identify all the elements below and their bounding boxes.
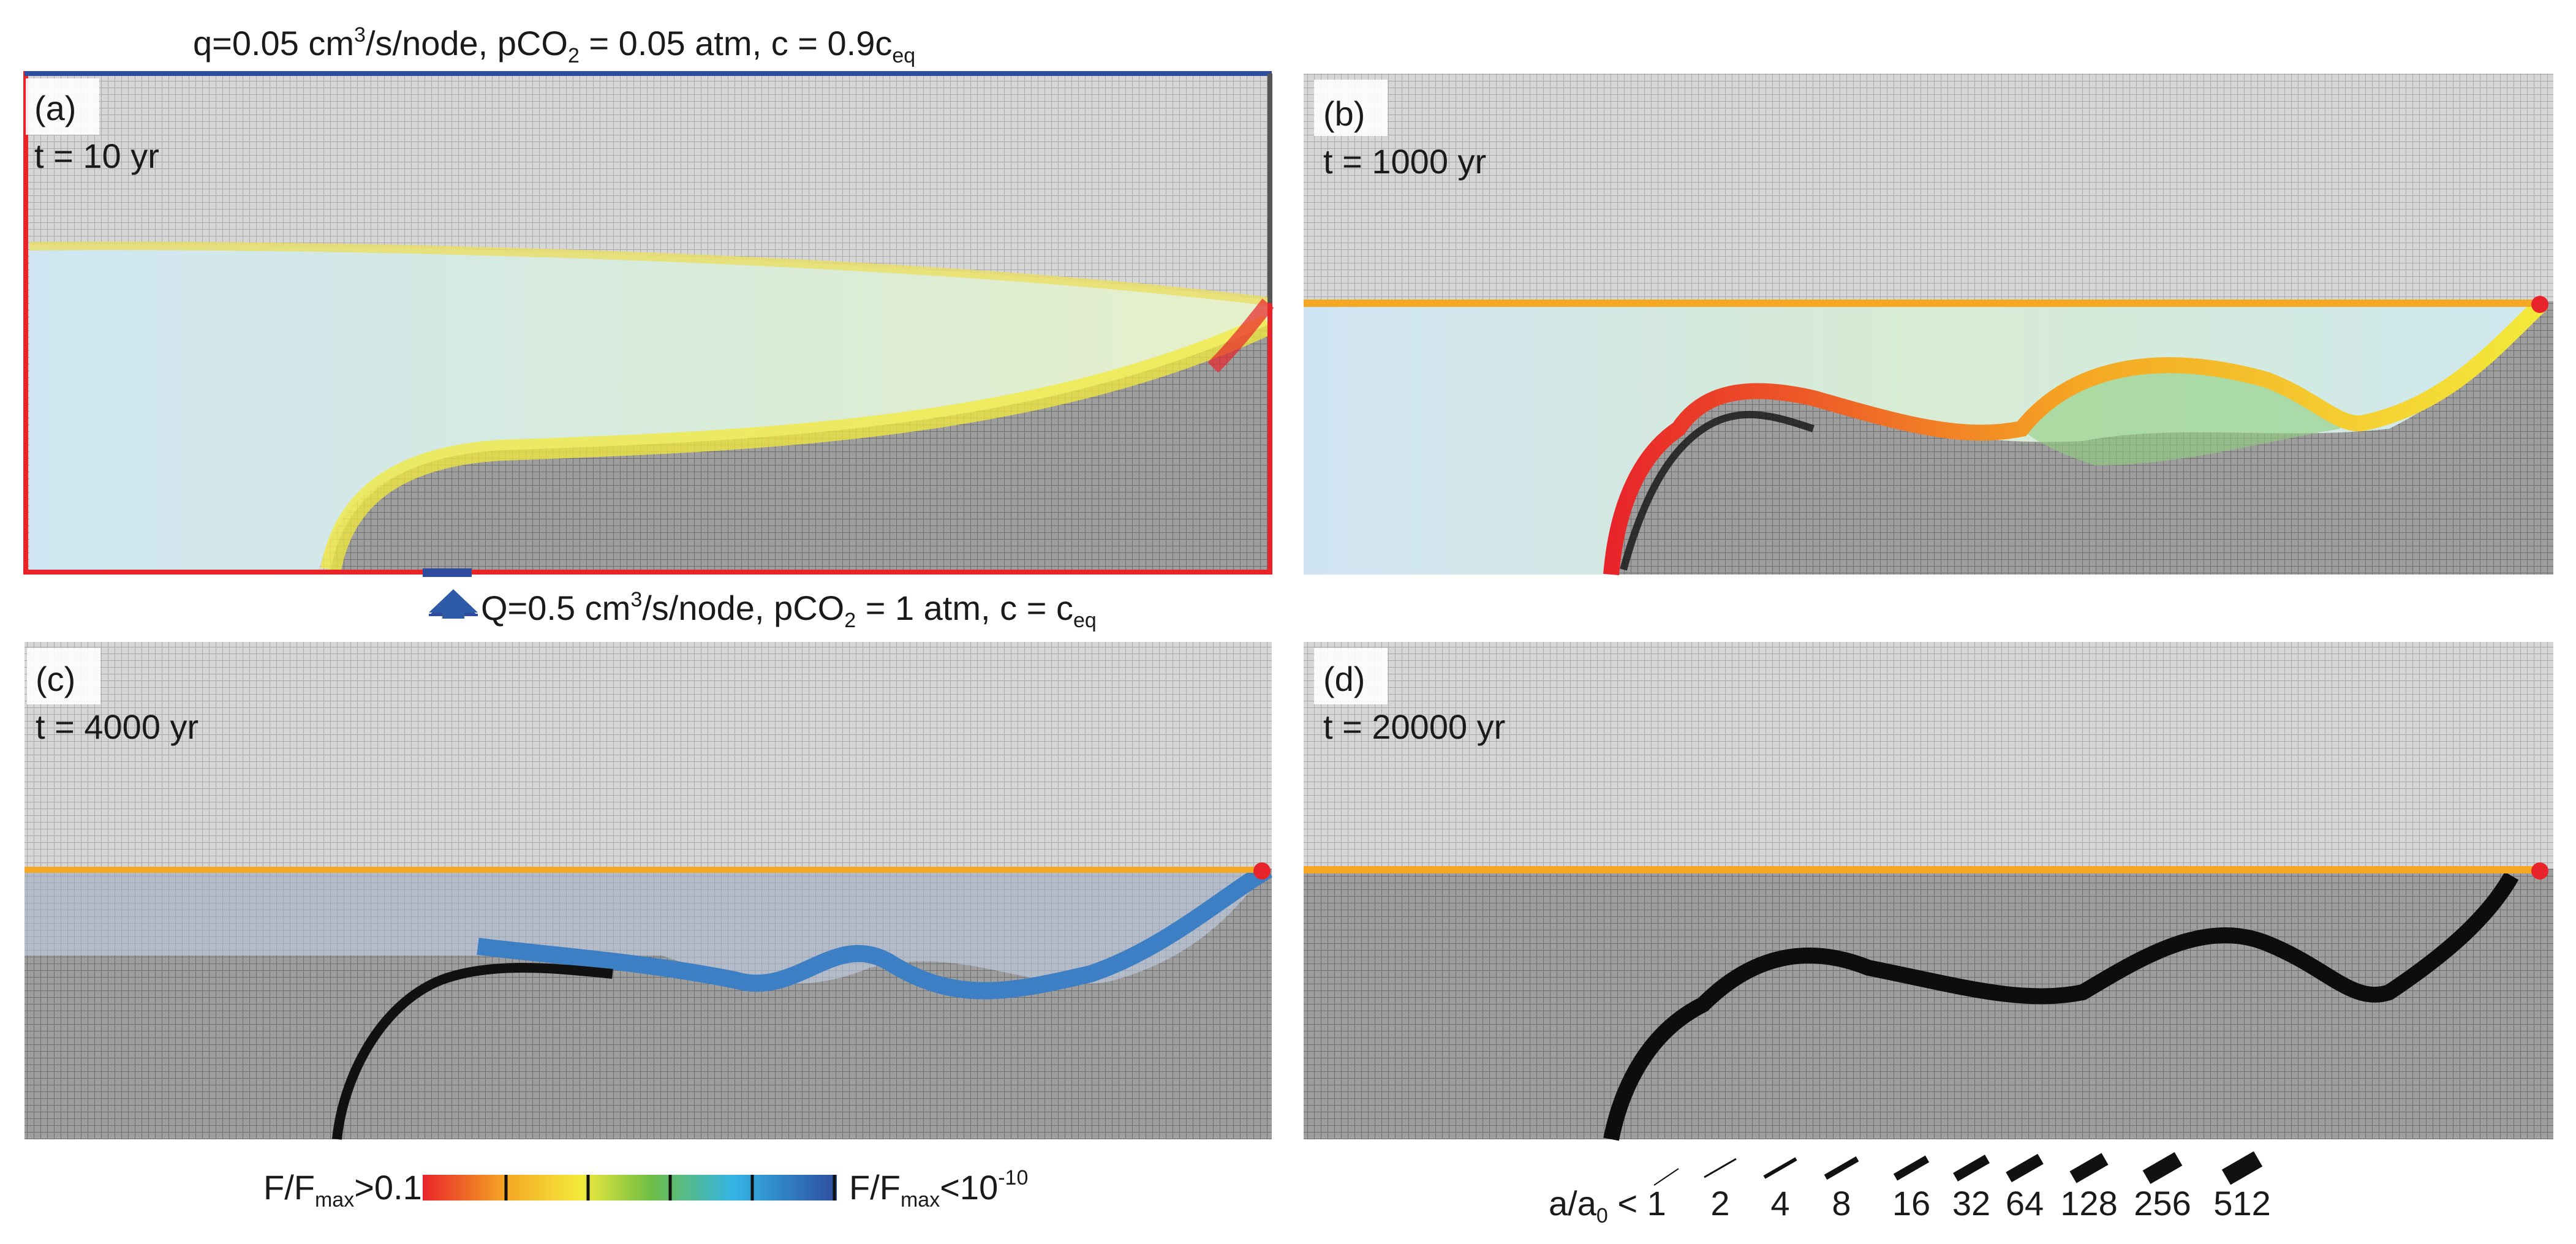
aperture-label-9: 512 <box>2213 1184 2270 1223</box>
panel-b-channel <box>1620 410 1815 571</box>
bottom-boundary-label: Q=0.5 cm3/s/node, pCO2 = 1 atm, c = ceq <box>481 588 1097 632</box>
panel-a-time: t = 10 yr <box>34 137 159 175</box>
panel-a-front <box>320 315 1273 572</box>
aperture-mark-5 <box>1953 1155 1990 1182</box>
top-boundary-label: q=0.05 cm3/s/node, pCO2 = 0.05 atm, c = … <box>193 23 915 67</box>
panel-d-rock <box>1304 869 2553 1139</box>
aperture-label-7: 128 <box>2060 1184 2117 1223</box>
aperture-mark-0 <box>1653 1168 1679 1186</box>
aperture-legend: a/a0 < 1 2 4 8 16 32 64 128 256 512 <box>1549 1151 2271 1227</box>
aperture-label-6: 64 <box>2006 1184 2044 1223</box>
panel-c-id: (c) <box>36 660 75 698</box>
panel-c-channel <box>332 963 613 1140</box>
panel-b-id: (b) <box>1323 94 1365 133</box>
aperture-mark-6 <box>2006 1153 2044 1183</box>
panel-c-outlet <box>1253 862 1271 880</box>
aperture-mark-2 <box>1763 1157 1797 1179</box>
inlet-arrow-head-icon <box>429 589 478 619</box>
panel-b: (b) t = 1000 yr <box>1304 74 2553 576</box>
aperture-mark-1 <box>1704 1158 1737 1178</box>
panel-d-id: (d) <box>1323 660 1365 698</box>
aperture-mark-3 <box>1824 1156 1859 1180</box>
panel-d-label-bg <box>1314 648 1388 704</box>
aperture-mark-8 <box>2142 1152 2183 1185</box>
panel-a-outlet-front <box>1207 298 1274 373</box>
aperture-label-8: 256 <box>2134 1184 2191 1223</box>
panel-d-channel <box>1603 872 2519 1141</box>
panel-a: (a) t = 10 yr <box>23 71 1274 577</box>
panel-c-label-bg <box>27 648 100 704</box>
panel-c-front <box>477 862 1272 1000</box>
aperture-mark-9 <box>2221 1151 2263 1185</box>
colorbar-right-label: F/Fmax<10-10 <box>849 1166 1028 1212</box>
panel-d-outlet <box>2531 862 2548 880</box>
aperture-label-2: 4 <box>1770 1184 1789 1223</box>
colorbar-gradient <box>423 1175 837 1201</box>
panel-b-time: t = 1000 yr <box>1323 142 1486 181</box>
aperture-label-5: 32 <box>1952 1184 1990 1223</box>
panel-c-fluid-haze <box>25 870 1268 984</box>
panel-b-green-zone <box>2022 362 2340 466</box>
colorbar: F/Fmax>0.1 F/Fmax<10-10 <box>263 1166 1028 1212</box>
panel-a-upper-front <box>29 241 1269 306</box>
aperture-mark-4 <box>1893 1155 1930 1181</box>
aperture-mark-7 <box>2069 1153 2109 1183</box>
panel-c-time: t = 4000 yr <box>36 707 198 746</box>
colorbar-left-label: F/Fmax>0.1 <box>263 1168 422 1212</box>
panel-a-rock-region <box>331 325 1268 570</box>
panel-a-id: (a) <box>34 89 76 127</box>
panel-d-time: t = 20000 yr <box>1323 707 1505 746</box>
panel-a-fluid-region <box>29 244 1268 570</box>
panel-d: (d) t = 20000 yr <box>1304 642 2553 1141</box>
colorbar-ticks <box>504 1175 836 1201</box>
aperture-label-1: 2 <box>1710 1184 1729 1223</box>
aperture-marks <box>1704 1151 2263 1185</box>
panel-b-outlet <box>2531 296 2548 313</box>
aperture-labels: 2 4 8 16 32 64 128 256 512 <box>1710 1184 2270 1223</box>
panel-b-label-bg <box>1314 80 1388 136</box>
aperture-legend-label: a/a0 < 1 <box>1549 1184 1666 1227</box>
aperture-label-3: 8 <box>1832 1184 1851 1223</box>
panel-c: (c) t = 4000 yr <box>25 642 1272 1140</box>
panel-a-label-bg <box>26 78 99 135</box>
panel-b-front <box>1603 297 2548 576</box>
aperture-label-4: 16 <box>1892 1184 1930 1223</box>
